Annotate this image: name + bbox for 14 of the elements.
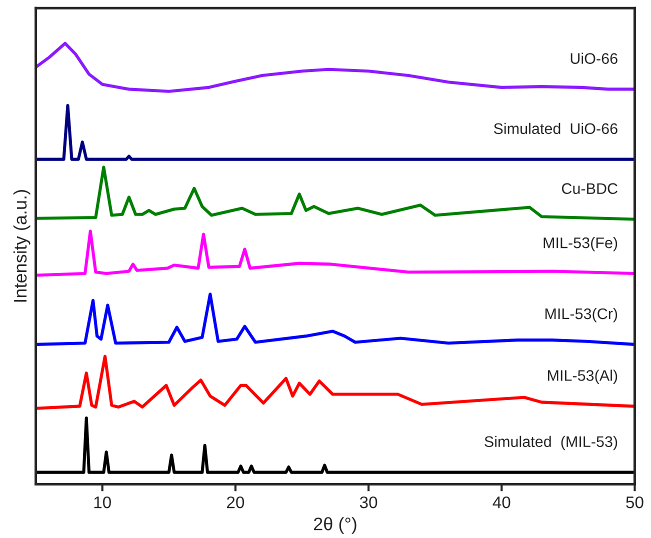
- x-axis-title: 2θ (°): [314, 517, 356, 534]
- series-label: MIL-53(Al): [548, 370, 618, 384]
- series-label: Cu-BDC: [562, 183, 618, 194]
- x-tick-label: 30: [360, 496, 378, 508]
- y-axis-title: Intensity (a.u.): [13, 190, 30, 302]
- series-label: Simulated UiO-66: [494, 122, 618, 134]
- series-label: MIL-53(Cr): [545, 308, 618, 322]
- series-label: Simulated (MIL-53): [484, 436, 618, 450]
- series-label: MIL-53(Fe): [544, 237, 618, 252]
- series-label: UiO-66: [570, 52, 618, 64]
- x-tick-label: 20: [227, 496, 244, 508]
- x-tick-label: 40: [492, 496, 510, 508]
- x-tick-label: 10: [94, 496, 111, 508]
- x-tick-label: 50: [626, 496, 644, 508]
